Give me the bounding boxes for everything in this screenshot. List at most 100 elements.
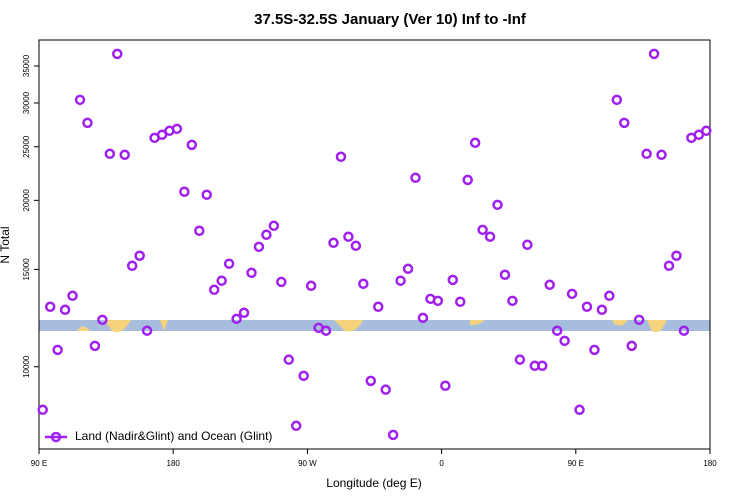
point [671,250,682,261]
point [238,307,250,319]
point [454,296,466,308]
point [171,123,183,135]
point [581,301,593,312]
point [216,275,227,286]
point [656,149,667,161]
x-tick-label: 180 [167,459,181,468]
point [574,404,585,416]
legend-marker [50,431,62,443]
point [89,340,101,352]
point [633,314,645,326]
point [492,199,503,211]
point [335,151,347,163]
point [499,269,511,281]
point [246,267,257,279]
point [343,231,354,242]
point [59,304,71,316]
point [537,360,548,372]
point [82,117,93,129]
y-tick-label: 30000 [22,91,31,114]
point [402,263,414,275]
point [186,139,198,151]
point [522,239,533,251]
y-tick-label: 35000 [22,54,31,77]
point [179,186,190,197]
point [417,312,429,324]
point [52,344,63,356]
legend-label: Land (Nadir&Glint) and Ocean (Glint) [75,429,272,443]
point [119,149,130,161]
x-tick-label: 90 E [568,459,584,468]
point [141,325,153,336]
point [477,224,488,236]
point [112,48,123,60]
point [276,276,287,288]
point [134,250,145,261]
point [261,229,272,240]
point [447,274,459,286]
y-tick-label: 25000 [22,135,31,158]
point [544,279,555,291]
point [604,290,615,302]
point [559,335,570,347]
point [387,429,399,441]
point [514,354,526,365]
point [268,220,280,232]
point [44,301,56,312]
x-tick-label: 90 W [298,459,317,468]
point [440,380,451,391]
point [380,384,391,395]
x-tick-label: 90 E [31,459,47,468]
point [231,313,242,325]
y-tick-label: 20000 [22,189,31,212]
point [194,225,205,237]
point [320,325,332,336]
point [201,189,212,201]
point [410,172,421,184]
point [566,288,578,300]
point [126,260,138,272]
point [156,129,168,141]
point [432,295,444,307]
point [589,344,600,356]
x-tick-label: 0 [439,459,444,468]
point [350,240,362,252]
point [648,48,660,60]
point [208,284,220,296]
y-tick-label: 15000 [22,258,31,281]
point [693,129,705,141]
point [507,295,518,307]
point [484,231,496,242]
point [104,148,116,160]
point [358,278,369,290]
point [253,241,265,253]
point [596,304,608,316]
point [290,420,302,432]
point [298,370,309,382]
point [37,404,48,416]
point [678,325,690,336]
point [619,117,630,129]
point [611,94,623,106]
point [305,280,317,292]
point [626,340,637,352]
chart-title: 37.5S-32.5S January (Ver 10) Inf to -Inf [254,11,527,28]
point [74,94,86,106]
point [469,137,481,149]
point [641,148,652,160]
point [223,258,235,269]
y-axis-label: N Total [0,226,12,263]
point [462,174,473,186]
point [67,290,78,302]
point [551,325,563,336]
point [701,125,712,137]
point [97,314,108,326]
x-axis-label: Longitude (deg E) [326,476,421,490]
plot-frame [38,39,711,450]
point [365,375,377,387]
point [663,260,675,272]
point [395,275,406,286]
x-tick-label: 180 [703,459,717,468]
